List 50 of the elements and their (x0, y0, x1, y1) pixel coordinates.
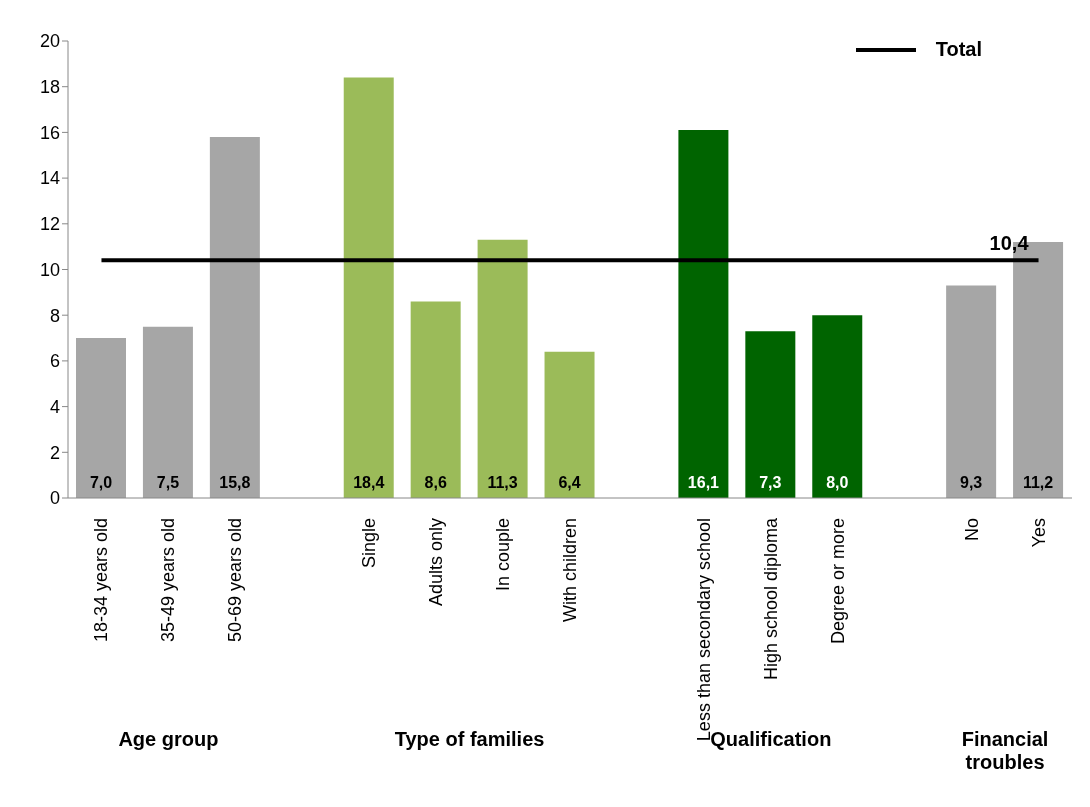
bar (410, 301, 461, 498)
x-tick-label: Single (359, 518, 380, 569)
legend-label: Total (935, 38, 982, 61)
data-label: 8,6 (424, 474, 447, 491)
text: Type of families (393, 728, 546, 751)
bar (142, 326, 193, 498)
bar (209, 136, 260, 498)
data-label: 7,0 (89, 474, 113, 491)
bar (946, 285, 997, 498)
bar (477, 239, 528, 498)
x-tick-label: With children (560, 518, 580, 623)
text: Financial troubles (960, 728, 1050, 774)
y-tick-label: 10 (39, 259, 60, 280)
x-tick-label: 35-49 years old (158, 518, 179, 643)
x-tick-label: 50-69 years old (225, 518, 246, 643)
bar (678, 130, 729, 498)
data-label: 9,3 (960, 474, 983, 491)
text: Age group (117, 728, 220, 751)
y-tick-label: 6 (49, 351, 60, 372)
bar (76, 338, 126, 498)
x-tick-label: In couple (493, 518, 514, 592)
data-label: 18,4 (353, 474, 385, 491)
y-tick-label: 8 (49, 305, 60, 326)
data-label: 16,1 (687, 474, 720, 491)
y-tick-label: 0 (49, 488, 60, 509)
bar (544, 351, 595, 498)
data-label: 11,2 (1022, 474, 1054, 491)
x-tick-label: Degree or more (827, 518, 848, 645)
y-tick-label: 18 (39, 77, 60, 98)
bar (745, 331, 796, 498)
y-tick-label: 4 (49, 396, 60, 417)
x-tick-label: Yes (1028, 518, 1049, 548)
x-tick-label: Adults only (426, 518, 447, 607)
data-label: 8,0 (826, 474, 849, 491)
data-label: 6,4 (558, 474, 581, 491)
x-tick-label: 18-34 years old (91, 518, 112, 643)
data-label: 11,3 (487, 474, 518, 491)
data-label: 15,8 (219, 474, 251, 491)
y-tick-label: 2 (49, 442, 60, 463)
data-label: 7,5 (156, 474, 180, 491)
x-tick-label: High school diploma (760, 517, 781, 681)
y-tick-label: 20 (39, 31, 60, 52)
bar (343, 77, 394, 498)
y-tick-label: 12 (39, 214, 60, 235)
y-tick-label: 14 (39, 168, 60, 189)
data-label: 10,4 (989, 232, 1030, 255)
bar (812, 315, 863, 498)
x-tick-label: No (961, 518, 982, 542)
data-label: 7,3 (759, 474, 782, 491)
y-tick-label: 16 (39, 122, 60, 143)
